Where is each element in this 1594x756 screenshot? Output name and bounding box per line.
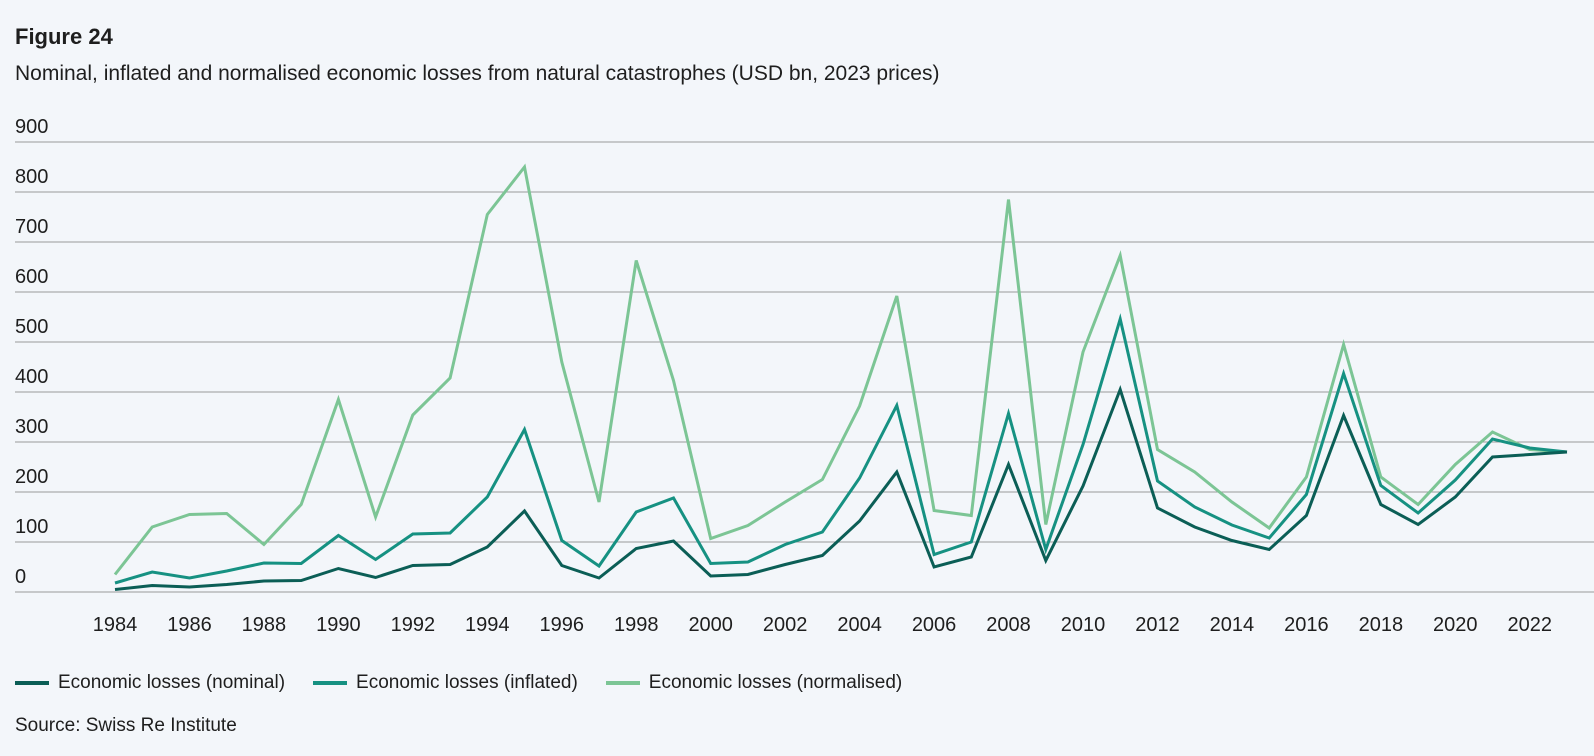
x-tick-label-2018: 2018 [1359,614,1404,636]
x-tick-label-2000: 2000 [688,614,733,636]
y-tick-label-0: 0 [15,566,26,588]
y-tick-label-600: 600 [15,266,48,288]
series-line-nominal [114,384,1568,591]
legend-swatch-inflated [313,681,348,685]
x-axis-ticks: 1984 1986 1988 1990 1992 1994 1996 1998 2000 2002… [93,614,1552,636]
series-lines [113,163,1568,591]
x-tick-label-1984: 1984 [93,614,138,636]
x-tick-label-2016: 2016 [1284,614,1329,636]
legend-label-nominal: Economic losses (nominal) [58,672,286,693]
x-tick-label-2008: 2008 [986,614,1031,636]
y-tick-label-700: 700 [15,216,48,238]
x-tick-label-1996: 1996 [540,614,585,636]
x-tick-label-2004: 2004 [837,614,882,636]
x-tick-label-2022: 2022 [1508,614,1553,636]
legend-label-normalised: Economic losses (normalised) [648,672,903,693]
series-line-normalised [113,163,1568,576]
figure-label: Figure 24 [15,24,113,49]
x-tick-label-2014: 2014 [1210,614,1255,636]
source-note: Source: Swiss Re Institute [15,715,237,736]
legend-item-normalised: Economic losses (normalised) [605,672,903,694]
x-tick-label-1986: 1986 [167,614,212,636]
y-tick-label-500: 500 [15,316,48,338]
x-tick-label-1990: 1990 [316,614,361,636]
x-tick-label-2020: 2020 [1433,614,1478,636]
y-tick-label-100: 100 [15,516,48,538]
legend-swatch-normalised [605,681,640,685]
gridlines [15,141,1594,593]
y-tick-label-300: 300 [15,416,48,438]
legend-swatch-nominal [15,681,49,685]
chart-title: Nominal, inflated and normalised economi… [15,62,940,85]
x-tick-label-1988: 1988 [242,614,287,636]
x-tick-label-1994: 1994 [465,614,510,636]
x-tick-label-2012: 2012 [1135,614,1180,636]
y-tick-label-900: 900 [15,116,48,138]
x-tick-label-2006: 2006 [912,614,957,636]
legend-item-inflated: Economic losses (inflated) [313,672,578,694]
y-tick-label-200: 200 [15,466,48,488]
x-tick-label-1992: 1992 [391,614,436,636]
x-tick-label-2010: 2010 [1061,614,1106,636]
y-tick-label-800: 800 [15,166,48,188]
y-axis-ticks: 0 100 200 300 400 500 600 700 800 900 [15,116,48,588]
x-tick-label-2002: 2002 [763,614,808,636]
legend: Economic losses (nominal) Economic losse… [15,672,902,694]
x-tick-label-1998: 1998 [614,614,659,636]
y-tick-label-400: 400 [15,366,48,388]
legend-item-nominal: Economic losses (nominal) [15,672,285,694]
series-line-inflated [114,313,1568,585]
legend-label-inflated: Economic losses (inflated) [356,672,578,693]
